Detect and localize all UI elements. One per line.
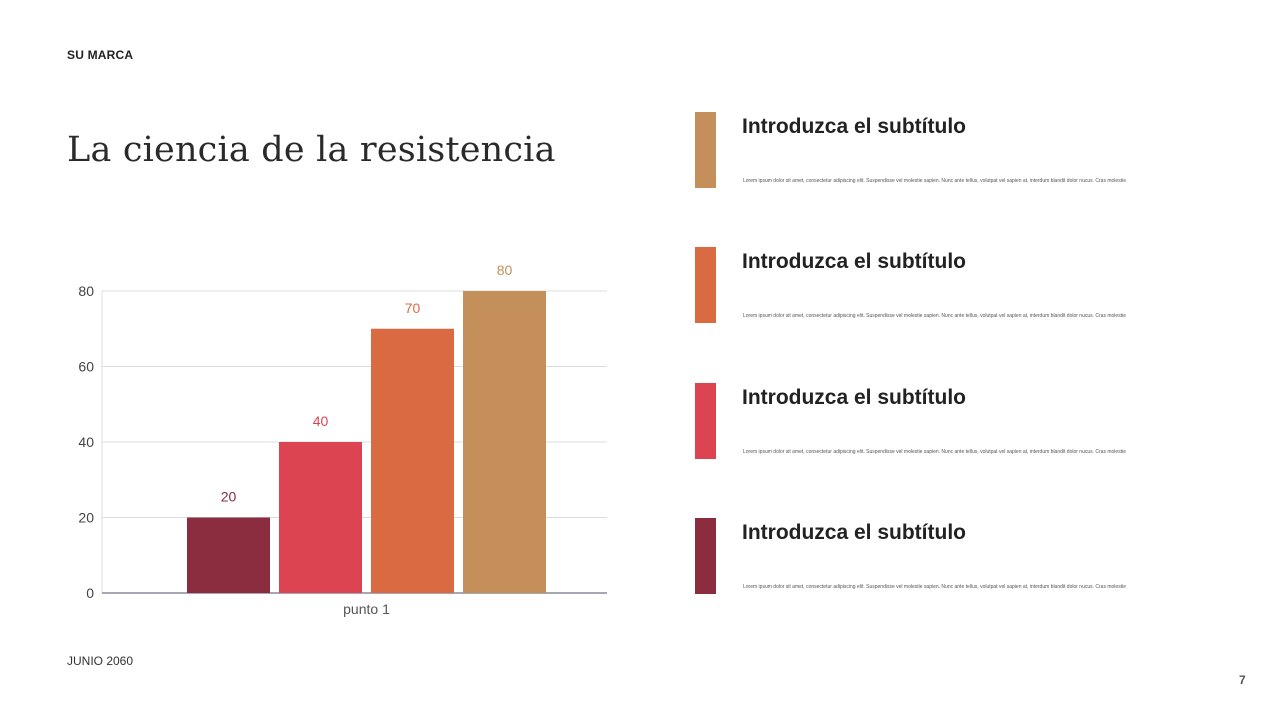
chart-y-ticks: 0 20 40 60 80 bbox=[78, 283, 94, 601]
legend-color-bar bbox=[695, 518, 716, 594]
chart-bars bbox=[187, 291, 546, 593]
bar-chart: 0 20 40 60 80 20 40 70 80 punto 1 bbox=[78, 262, 607, 617]
legend-item-4: Introduzca el subtítulo Lorem ipsum dolo… bbox=[695, 518, 1175, 594]
brand-label: SU MARCA bbox=[67, 48, 134, 62]
legend-item-1: Introduzca el subtítulo Lorem ipsum dolo… bbox=[695, 112, 1175, 188]
data-label-3: 70 bbox=[405, 300, 421, 316]
chart-category-labels: punto 1 bbox=[343, 601, 390, 617]
y-tick-label: 40 bbox=[78, 434, 94, 450]
legend-item-2: Introduzca el subtítulo Lorem ipsum dolo… bbox=[695, 247, 1175, 323]
legend-color-bar bbox=[695, 383, 716, 459]
legend-item-3: Introduzca el subtítulo Lorem ipsum dolo… bbox=[695, 383, 1175, 459]
data-label-4: 80 bbox=[497, 262, 513, 278]
bar-1 bbox=[187, 517, 270, 593]
legend-color-bar bbox=[695, 112, 716, 188]
bar-4 bbox=[463, 291, 546, 593]
legend-subtitle: Introduzca el subtítulo bbox=[742, 386, 966, 409]
legend-color-bar bbox=[695, 247, 716, 323]
legend-subtitle: Introduzca el subtítulo bbox=[742, 250, 966, 273]
footer-date: JUNIO 2060 bbox=[67, 654, 134, 668]
chart-data-labels: 20 40 70 80 bbox=[221, 262, 513, 505]
legend-subtitle: Introduzca el subtítulo bbox=[742, 521, 966, 544]
legend-body-text: Lorem ipsum dolor sit amet, consectetur … bbox=[743, 449, 1126, 455]
y-tick-label: 20 bbox=[78, 510, 94, 526]
y-tick-label: 80 bbox=[78, 283, 94, 299]
y-tick-label: 0 bbox=[86, 585, 94, 601]
legend-body-text: Lorem ipsum dolor sit amet, consectetur … bbox=[743, 313, 1126, 319]
bar-2 bbox=[279, 442, 362, 593]
bar-3 bbox=[371, 328, 454, 593]
legend-body-text: Lorem ipsum dolor sit amet, consectetur … bbox=[743, 584, 1126, 590]
data-label-1: 20 bbox=[221, 489, 237, 505]
page-number: 7 bbox=[1239, 673, 1246, 687]
y-tick-label: 60 bbox=[78, 359, 94, 375]
data-label-2: 40 bbox=[313, 413, 329, 429]
category-label: punto 1 bbox=[343, 601, 390, 617]
legend-body-text: Lorem ipsum dolor sit amet, consectetur … bbox=[743, 178, 1126, 184]
legend-subtitle: Introduzca el subtítulo bbox=[742, 115, 966, 138]
page-title: La ciencia de la resistencia bbox=[67, 130, 556, 170]
